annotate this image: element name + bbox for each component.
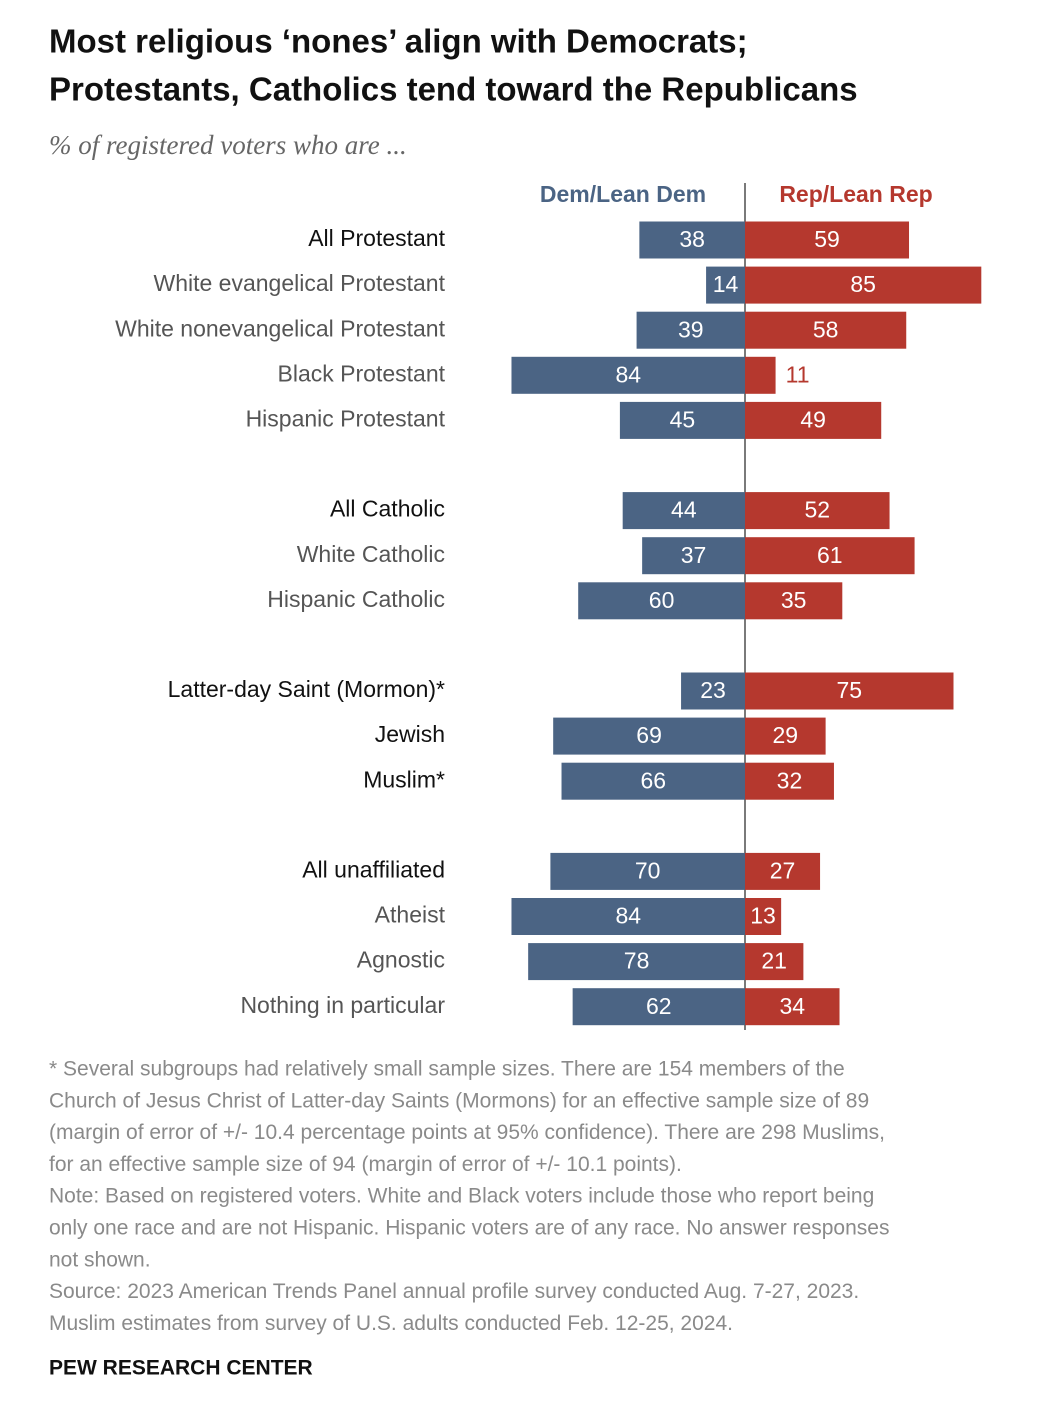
- category-label: All unaffiliated: [302, 856, 445, 882]
- value-label: 59: [814, 226, 840, 252]
- bar: [745, 672, 954, 710]
- category-label: Latter-day Saint (Mormon)*: [168, 676, 445, 702]
- value-label: 23: [700, 677, 726, 703]
- value-label: 61: [817, 542, 843, 568]
- bar: [578, 582, 745, 620]
- bar: [745, 898, 782, 935]
- credit: PEW RESEARCH CENTER: [49, 1357, 313, 1380]
- category-label: Agnostic: [357, 947, 445, 973]
- value-label: 66: [640, 767, 666, 793]
- category-label: All Protestant: [308, 225, 445, 251]
- bar: [745, 582, 843, 620]
- value-label: 60: [649, 587, 675, 613]
- value-label: 84: [615, 361, 641, 387]
- bar: [511, 898, 745, 935]
- value-label: 70: [635, 857, 661, 883]
- category-label: White nonevangelical Protestant: [115, 315, 445, 341]
- chart-subtitle: % of registered voters who are ...: [49, 130, 407, 160]
- bar: [745, 852, 821, 890]
- bar: [550, 852, 745, 890]
- value-label: 75: [836, 677, 862, 703]
- value-label: 69: [636, 722, 662, 748]
- bar: [528, 943, 745, 981]
- value-label: 78: [624, 948, 650, 974]
- footnote: * Several subgroups had relatively small…: [49, 1058, 845, 1081]
- value-label: 35: [781, 587, 807, 613]
- bar: [745, 762, 834, 800]
- category-label: Black Protestant: [278, 360, 446, 386]
- bar: [511, 356, 745, 394]
- category-label: All Catholic: [330, 496, 445, 522]
- footnote: Church of Jesus Christ of Latter-day Sai…: [49, 1089, 869, 1112]
- bar: [706, 266, 745, 304]
- bar: [745, 356, 776, 394]
- bar: [745, 717, 826, 755]
- footnote: Note: Based on registered voters. White …: [49, 1185, 874, 1208]
- value-label: 14: [713, 271, 739, 297]
- category-label: Atheist: [375, 902, 446, 928]
- value-label: 45: [670, 406, 696, 432]
- legend-label: Rep/Lean Rep: [779, 181, 932, 207]
- value-label: 27: [770, 857, 796, 883]
- bar: [745, 492, 890, 530]
- value-label: 11: [786, 361, 810, 387]
- value-label: 49: [800, 406, 826, 432]
- bar: [561, 762, 745, 800]
- category-label: White Catholic: [297, 541, 445, 567]
- value-label: 52: [804, 497, 830, 523]
- chart-title: Protestants, Catholics tend toward the R…: [49, 71, 858, 108]
- bar: [745, 266, 982, 304]
- value-label: 85: [850, 271, 876, 297]
- bar: [745, 943, 804, 981]
- bar: [745, 401, 882, 439]
- bar: [622, 492, 745, 530]
- footnote: only one race and are not Hispanic. Hisp…: [49, 1217, 889, 1240]
- category-label: Hispanic Catholic: [267, 586, 445, 612]
- category-label: Muslim*: [363, 766, 445, 792]
- chart-title: Most religious ‘nones’ align with Democr…: [49, 23, 748, 60]
- value-label: 44: [671, 497, 697, 523]
- category-label: Jewish: [375, 721, 445, 747]
- category-label: Nothing in particular: [240, 992, 445, 1018]
- bar: [619, 401, 745, 439]
- category-label: Hispanic Protestant: [246, 405, 446, 431]
- value-label: 62: [646, 993, 672, 1019]
- value-label: 58: [813, 316, 839, 342]
- footnote: Source: 2023 American Trends Panel annua…: [49, 1280, 859, 1303]
- footnote: (margin of error of +/- 10.4 percentage …: [49, 1121, 885, 1144]
- footnote: Muslim estimates from survey of U.S. adu…: [49, 1312, 733, 1335]
- value-label: 29: [773, 722, 799, 748]
- footnote: not shown.: [49, 1248, 151, 1271]
- value-label: 39: [678, 316, 704, 342]
- value-label: 84: [615, 903, 641, 929]
- category-label: White evangelical Protestant: [154, 270, 446, 296]
- value-label: 21: [761, 948, 787, 974]
- bar: [636, 311, 745, 349]
- bar: [642, 537, 745, 575]
- bar: [639, 221, 745, 259]
- value-label: 38: [679, 226, 705, 252]
- bar: [553, 717, 745, 755]
- bar: [681, 672, 745, 710]
- bar: [745, 988, 840, 1026]
- value-label: 34: [779, 993, 805, 1019]
- footnote: for an effective sample size of 94 (marg…: [49, 1153, 682, 1176]
- bar: [745, 221, 910, 259]
- legend-label: Dem/Lean Dem: [540, 181, 706, 207]
- bar: [745, 537, 915, 575]
- value-label: 32: [777, 767, 803, 793]
- value-label: 37: [681, 542, 707, 568]
- bar: [745, 311, 907, 349]
- value-label: 13: [750, 903, 776, 929]
- bar: [572, 988, 745, 1026]
